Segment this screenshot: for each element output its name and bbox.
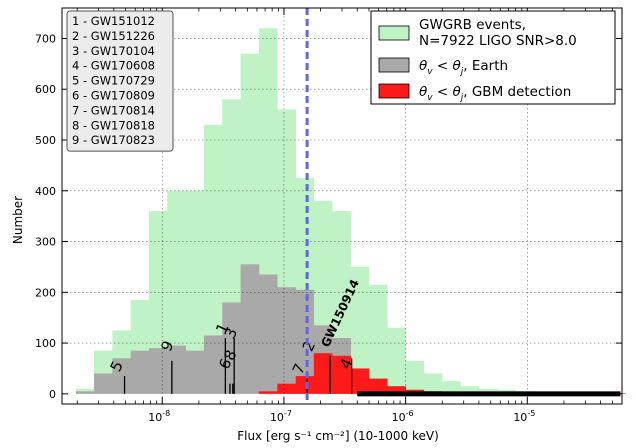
event-list-item: 3 - GW170104 [72, 44, 155, 58]
earth-bar [222, 302, 241, 394]
earth-bar [295, 289, 315, 394]
gbm-bar [332, 355, 351, 394]
legend-swatch [378, 25, 410, 41]
all-events-bar [460, 386, 480, 394]
earth-bar [112, 358, 131, 394]
y-tick-label: 400 [35, 185, 56, 198]
x-tick-label: 10-5 [513, 409, 535, 424]
legend-label: GWGRB events, [419, 17, 526, 33]
all-events-bar [350, 266, 370, 394]
event-list-item: 7 - GW170814 [72, 103, 155, 117]
y-tick-label: 300 [35, 236, 56, 249]
earth-bar [185, 350, 205, 394]
earth-bar [148, 348, 168, 394]
earth-bar [130, 350, 150, 394]
x-tick-label: 10-7 [270, 409, 292, 424]
series-gbm-detection [258, 353, 626, 397]
all-events-bar [405, 360, 425, 394]
all-events-bar [167, 190, 187, 394]
event-list-item: 5 - GW170729 [72, 74, 155, 88]
all-events-bar [368, 284, 388, 394]
legend-swatch [378, 83, 410, 99]
all-events-bar [387, 327, 406, 394]
gbm-bar [368, 378, 388, 394]
legend: GWGRB events,N=7922 LIGO SNR>8.0 θv < θj,… [370, 10, 616, 105]
y-tick-label: 700 [35, 32, 56, 45]
y-tick-label: 100 [35, 337, 56, 350]
x-tick-label: 10-6 [392, 409, 414, 424]
gbm-bar [313, 353, 333, 394]
event-list-item: 1 - GW151012 [72, 14, 155, 28]
legend-frame [370, 10, 616, 105]
gbm-bar [350, 368, 370, 394]
gbm-bar [387, 386, 406, 394]
earth-bar [75, 391, 95, 394]
event-list-item: 6 - GW170809 [72, 89, 155, 103]
legend-swatch [378, 57, 410, 73]
event-list-item: 9 - GW170823 [72, 133, 155, 147]
event-list-frame [66, 10, 174, 152]
gbm-bar [277, 383, 297, 394]
all-events-bar [442, 381, 461, 394]
earth-bar [277, 287, 297, 394]
earth-bar [94, 373, 113, 394]
y-tick-label: 200 [35, 286, 56, 299]
all-events-bar [203, 124, 223, 394]
all-events-bar [478, 388, 498, 394]
axes: 0 100 200 300 400 500 600 700 10-8 10-7 10-6 10-5 [35, 7, 623, 424]
y-axis-label: Number [11, 196, 25, 244]
legend-label: N=7922 LIGO SNR>8.0 [419, 33, 577, 49]
x-axis-label: Flux [erg s⁻¹ cm⁻²] (10-1000 keV) [237, 429, 439, 443]
legend-label: θv < θj, GBM detection [419, 84, 571, 103]
y-tick-label: 500 [35, 134, 56, 147]
y-tick-label: 600 [35, 83, 56, 96]
x-tick-label: 10-8 [148, 409, 170, 424]
earth-bar [258, 274, 278, 394]
y-tick-label: 0 [49, 388, 56, 401]
earth-bar [240, 264, 260, 394]
legend-label: θv < θj, Earth [419, 58, 508, 77]
event-list-item: 2 - GW151226 [72, 29, 155, 43]
gbm-bar [295, 376, 315, 394]
all-events-bar [423, 373, 443, 394]
event-list-item: 8 - GW170818 [72, 118, 155, 132]
tail-marker [357, 391, 621, 397]
earth-bar [203, 335, 223, 394]
gbm-bar [258, 391, 278, 394]
event-list-item: 4 - GW170608 [72, 59, 155, 73]
